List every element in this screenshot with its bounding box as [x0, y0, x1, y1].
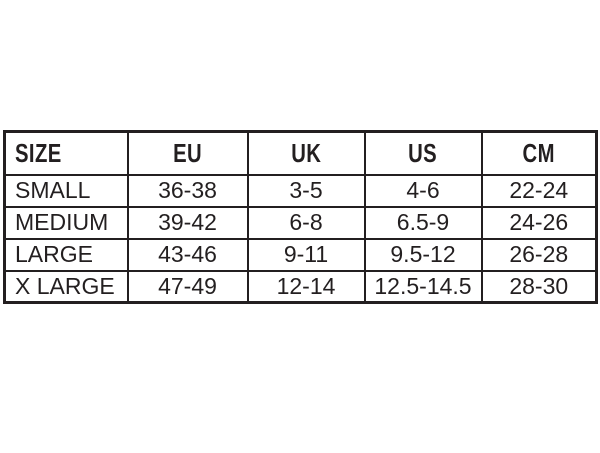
table-row-xlarge: X LARGE 47-49 12-14 12.5-14.5 28-30 [3, 269, 598, 304]
cell-us-value: 4-6 [363, 173, 483, 208]
header-row: SIZE EU UK US CM [3, 130, 598, 176]
cell-eu-value: 36-38 [126, 173, 249, 208]
cell-eu-value: 43-46 [126, 237, 249, 272]
header-eu: EU [126, 130, 249, 176]
cell-us-value: 12.5-14.5 [363, 269, 483, 304]
table-row-small: SMALL 36-38 3-5 4-6 22-24 [3, 173, 598, 208]
cell-cm-value: 24-26 [480, 205, 598, 240]
header-cm: CM [480, 130, 598, 176]
cell-cm-value: 22-24 [480, 173, 598, 208]
cell-size-label: MEDIUM [3, 205, 129, 240]
cell-cm-value: 26-28 [480, 237, 598, 272]
cell-size-label: LARGE [3, 237, 129, 272]
cell-eu-value: 39-42 [126, 205, 249, 240]
header-size: SIZE [3, 130, 129, 176]
cell-eu-value: 47-49 [126, 269, 249, 304]
table-row-large: LARGE 43-46 9-11 9.5-12 26-28 [3, 237, 598, 272]
cell-size-label: X LARGE [3, 269, 129, 304]
header-uk: UK [246, 130, 366, 176]
size-conversion-table: SIZE EU UK US CM SMALL 36-38 3-5 4-6 22-… [3, 130, 598, 304]
cell-uk-value: 9-11 [246, 237, 366, 272]
cell-size-label: SMALL [3, 173, 129, 208]
cell-cm-value: 28-30 [480, 269, 598, 304]
table-row-medium: MEDIUM 39-42 6-8 6.5-9 24-26 [3, 205, 598, 240]
cell-us-value: 9.5-12 [363, 237, 483, 272]
cell-uk-value: 3-5 [246, 173, 366, 208]
header-us: US [363, 130, 483, 176]
cell-us-value: 6.5-9 [363, 205, 483, 240]
cell-uk-value: 12-14 [246, 269, 366, 304]
cell-uk-value: 6-8 [246, 205, 366, 240]
